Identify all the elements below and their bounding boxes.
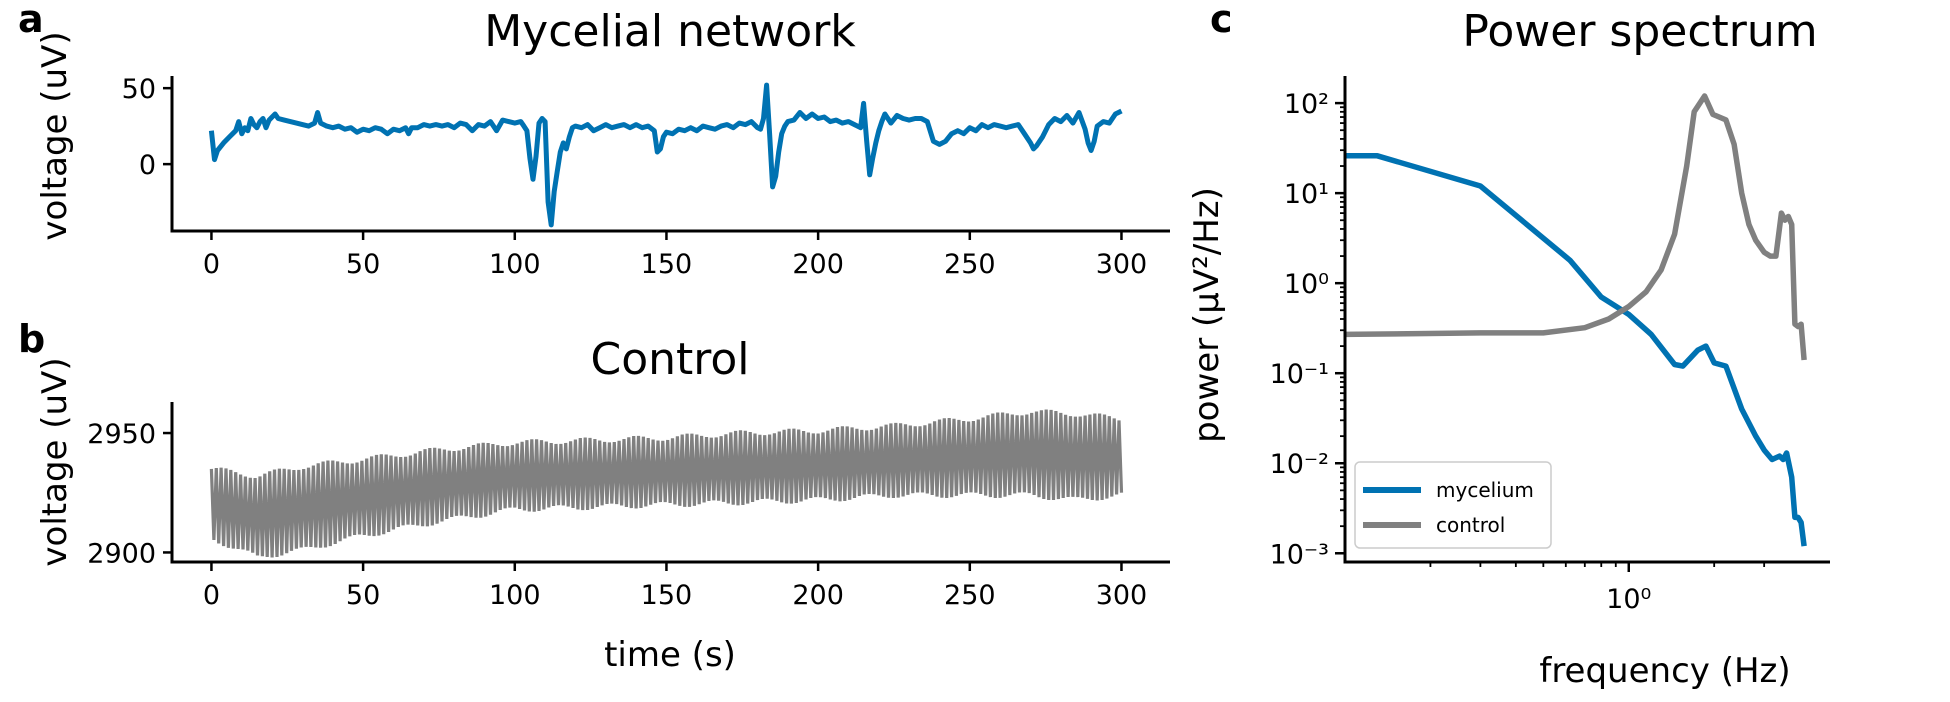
x-tick-label-b: 250: [944, 580, 996, 611]
chart-title-b: Control: [590, 334, 749, 385]
x-tick-label-b: 100: [489, 580, 541, 611]
y-axis-label-a: voltage (uV): [35, 31, 75, 240]
x-axis-label-c: frequency (Hz): [1539, 651, 1790, 691]
x-tick-label-b: 0: [203, 580, 220, 611]
x-tick-label-b: 50: [346, 580, 380, 611]
x-tick-label-b: 200: [792, 580, 844, 611]
x-tick-label-c: 10⁰: [1606, 584, 1651, 615]
series-line-mycelium: [1345, 153, 1807, 547]
x-axis-label-b: time (s): [604, 635, 736, 675]
x-tick-label-a: 250: [944, 249, 996, 280]
series-line-mycelium: [208, 82, 1123, 228]
y-tick-label-b: 2950: [87, 419, 156, 450]
y-tick-label-b: 2900: [87, 538, 156, 569]
legend-label-control: control: [1436, 513, 1505, 537]
legend-label-mycelium: mycelium: [1436, 478, 1534, 502]
x-tick-label-a: 100: [489, 249, 541, 280]
legend: mycelium control: [1354, 461, 1552, 549]
y-axis-label-b: voltage (uV): [35, 357, 75, 566]
panel-label-a: a: [18, 0, 44, 41]
x-tick-label-a: 200: [792, 249, 844, 280]
y-tick-label-c: 10⁻¹: [1270, 359, 1329, 390]
x-tick-label-a: 150: [641, 249, 693, 280]
y-tick-label-c: 10⁻³: [1270, 539, 1329, 570]
x-tick-label-a: 300: [1096, 249, 1148, 280]
x-tick-label-b: 300: [1096, 580, 1148, 611]
y-tick-label-c: 10²: [1284, 89, 1329, 120]
chart-title-c: Power spectrum: [1462, 6, 1817, 57]
y-tick-label-a: 0: [139, 150, 156, 181]
panel-label-b: b: [18, 317, 45, 361]
y-tick-label-c: 10⁻²: [1270, 449, 1329, 480]
chart-title-a: Mycelial network: [484, 6, 856, 57]
x-tick-label-a: 0: [203, 249, 220, 280]
y-tick-label-c: 10¹: [1284, 179, 1329, 210]
y-tick-label-a: 50: [122, 74, 156, 105]
y-axis-label-c: power (μV²/Hz): [1187, 187, 1227, 443]
x-tick-label-b: 150: [641, 580, 693, 611]
y-tick-label-c: 10⁰: [1284, 269, 1329, 300]
x-tick-label-a: 50: [346, 249, 380, 280]
series-line-control: [1344, 93, 1807, 361]
series-line-control: [209, 409, 1124, 558]
panel-label-c: c: [1210, 0, 1233, 41]
